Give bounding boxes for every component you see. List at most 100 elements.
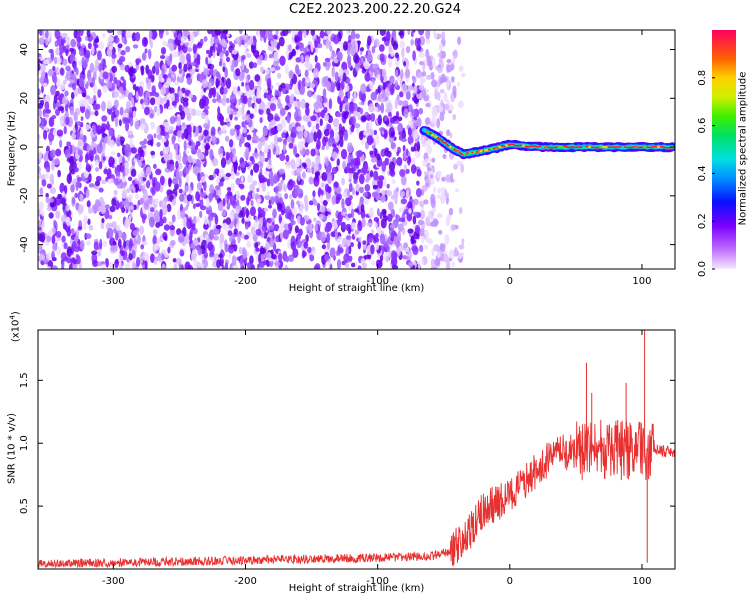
spectrogram-noise-cell [273,51,279,62]
spectrogram-noise-cell [425,102,431,108]
spectrogram-noise-cell [307,121,312,128]
spectrogram-noise-cell [88,206,92,215]
spectrogram-noise-cell [89,111,96,116]
spectrogram-noise-cell [301,125,305,130]
spectrogram-noise-cell [412,239,417,244]
spectrogram-noise-cell [399,40,406,49]
spectrogram-noise-cell [296,168,303,173]
spectrogram-noise-cell [242,95,248,105]
spectrogram-noise-cell [153,229,157,235]
spectrogram-noise-cell [359,107,364,115]
spectrogram-noise-cell [408,120,414,127]
spectrogram-noise-cell [336,218,342,226]
spectrogram-noise-cell [312,190,316,198]
spectrogram-noise-cell [437,52,442,58]
spectrogram-noise-cell [239,36,245,41]
spectrogram-noise-cell [403,108,409,119]
spectrogram-noise-cell [241,121,245,128]
spectrogram-noise-cell [314,40,318,48]
spectrogram-noise-cell [97,62,104,71]
spectrogram-noise-cell [424,117,431,126]
spectrogram-noise-cell [377,176,384,188]
spectrogram-signal-peak [448,145,452,149]
spectrogram-noise-cell [358,173,365,185]
spectrogram-noise-cell [418,107,424,115]
spectrogram-noise-cell [38,63,41,72]
spectrogram-noise-cell [240,61,245,71]
spectrogram-noise-cell [63,242,68,250]
spectrogram-noise-cell [326,232,331,243]
spectrogram-noise-cell [215,77,219,89]
colorbar-tick-label: 0.8 [697,70,708,86]
spectrogram-noise-cell [267,32,274,42]
spectrogram-noise-cell [322,88,327,99]
spectrogram-noise-cell [240,175,244,183]
spectrogram-noise-cell [403,209,409,215]
spectrogram-noise-cell [129,205,134,210]
spectrogram-noise-cell [267,204,273,209]
spectrogram-noise-cell [336,258,342,269]
spectrogram-noise-cell [214,214,219,225]
spectrogram-noise-cell [211,157,219,167]
spectrogram-noise-cell [299,217,305,226]
spectrogram-noise-cell [352,172,359,182]
spectrogram-noise-cell [380,195,386,203]
spectrogram-noise-cell [215,71,220,78]
spectrogram-noise-cell [41,71,47,79]
spectrogram-noise-cell [369,170,374,178]
spectrogram-noise-cell [298,228,303,237]
spectrogram-noise-cell [102,85,108,93]
spectrogram-noise-cell [132,186,136,194]
spectrogram-noise-cell [235,68,241,77]
spectrogram-noise-cell [69,47,74,53]
spectrogram-noise-cell [380,218,387,229]
spectrogram-noise-cell [414,224,421,234]
spectrogram-noise-cell [323,106,328,114]
spectrogram-noise-cell [60,197,66,205]
spectrogram-noise-cell [243,43,249,49]
spectrogram-noise-cell [458,65,464,72]
spectrogram-noise-cell [332,34,340,45]
spectrogram-noise-cell [396,94,400,102]
spectrogram-noise-cell [232,238,236,245]
spectrogram-noise-cell [273,224,280,232]
spectrogram-noise-cell [268,54,274,59]
spectrogram-noise-cell [430,174,434,179]
spectrogram-x-tick-label: 100 [632,276,651,287]
spectrogram-noise-cell [263,207,269,212]
spectrogram-noise-cell [208,229,215,240]
spectrogram-noise-cell [443,103,450,111]
spectrogram-noise-cell [390,131,395,137]
spectrogram-noise-cell [170,93,175,103]
spectrogram-noise-cell [400,191,405,197]
spectrogram-noise-cell [66,246,73,258]
spectrogram-noise-cell [412,50,416,61]
spectrogram-signal-peak [498,145,502,149]
spectrogram-noise-cell [41,85,44,94]
spectrogram-noise-cell [333,181,339,188]
spectrogram-noise-cell [397,223,404,232]
spectrogram-noise-cell [383,252,390,262]
spectrogram-noise-cell [46,235,52,243]
spectrogram-noise-cell [78,30,84,37]
spectrogram-noise-cell [102,71,109,80]
spectrogram-noise-cell [293,96,297,102]
spectrogram-noise-cell [240,194,246,201]
spectrogram-noise-cell [144,48,148,54]
spectrogram-noise-cell [111,53,117,59]
spectrogram-noise-cell [398,31,404,37]
spectrogram-noise-cell [400,138,407,143]
spectrogram-noise-cell [261,177,268,183]
spectrogram-noise-cell [299,201,303,207]
spectrogram-noise-cell [153,243,160,251]
spectrogram-noise-cell [257,142,263,151]
spectrogram-noise-cell [94,159,99,166]
spectrogram-noise-cell [154,198,159,205]
spectrogram-noise-cell [386,190,393,197]
spectrogram-noise-cell [206,198,210,208]
spectrogram-noise-cell [127,215,132,225]
spectrogram-noise-cell [111,65,118,73]
spectrogram-noise-cell [132,110,137,119]
spectrogram-noise-cell [402,100,409,107]
spectrogram-noise-cell [345,235,352,240]
